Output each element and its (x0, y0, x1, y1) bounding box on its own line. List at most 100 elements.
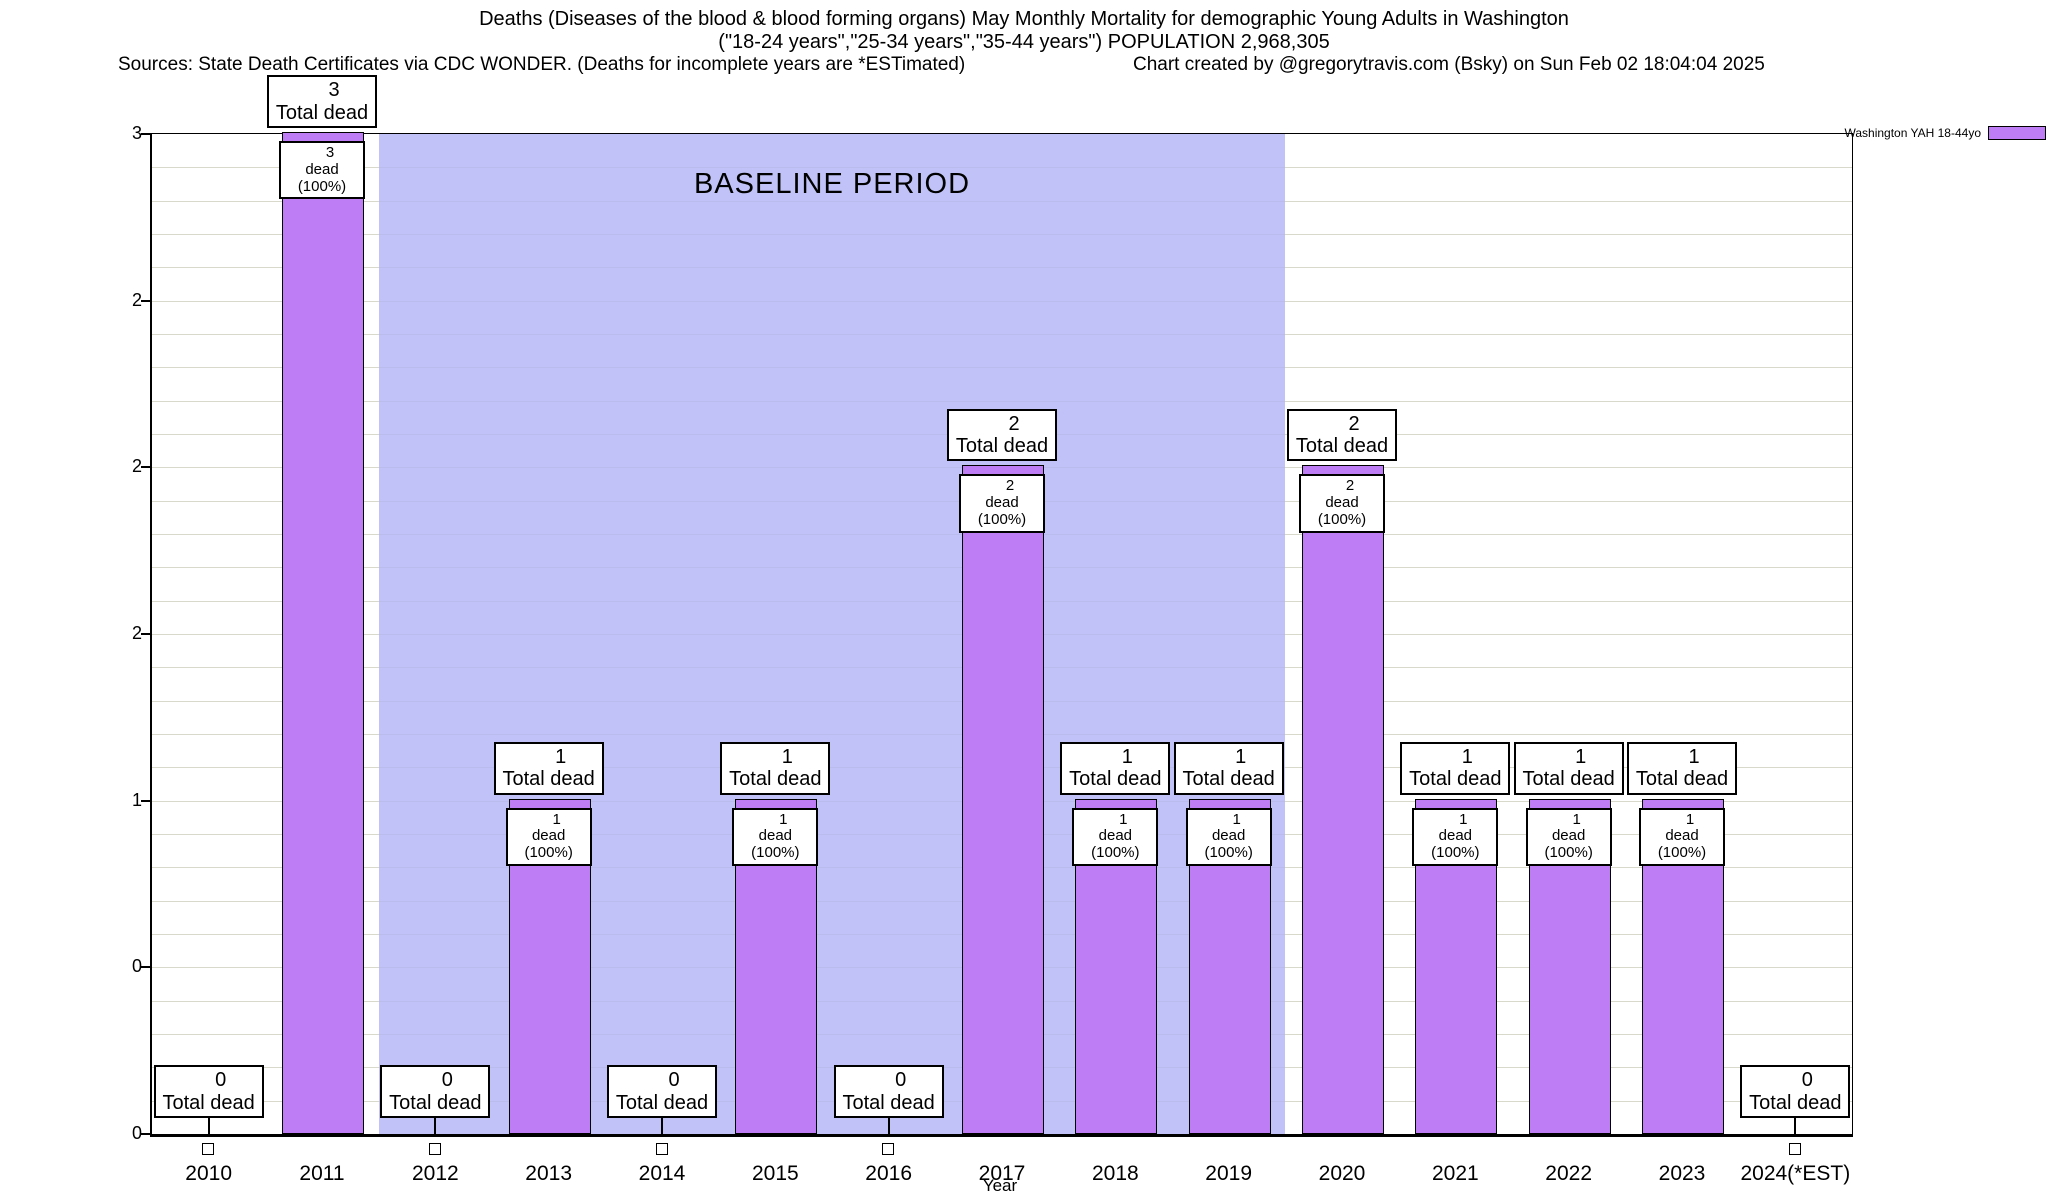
bar-total-text: Total dead (275, 101, 369, 124)
x-tick-label: 2010 (185, 1162, 233, 1185)
bar (1302, 465, 1384, 1134)
bar (962, 465, 1044, 1134)
zero-marker-square-icon (428, 1143, 441, 1155)
x-tick-label: 2020 (1318, 1162, 1366, 1185)
bar-total-text: Total dead (1069, 768, 1162, 791)
bar-total-label: 3 Total dead (267, 75, 377, 128)
bar-total-label: 0 Total dead (380, 1065, 491, 1118)
bar-total-value: 1 (1121, 745, 1133, 768)
legend-swatch (1988, 126, 2046, 140)
y-tick-mark (141, 299, 150, 302)
x-tick-label: 2023 (1658, 1162, 1706, 1185)
bar-total-value: 1 (555, 745, 567, 768)
bar-total-label: 1 Total dead (720, 741, 831, 795)
bar-total-label: 0 Total dead (833, 1065, 944, 1118)
bar-total-text: Total dead (1635, 768, 1729, 791)
zero-marker-square-icon (882, 1143, 895, 1155)
bar-inner-value: 2 (1005, 477, 1015, 495)
bar-total-label: 1 Total dead (1513, 741, 1624, 795)
bar-total-text: Total dead (1749, 1091, 1842, 1114)
bar-inner-value: 1 (1119, 810, 1128, 828)
zero-marker-square-icon (655, 1143, 668, 1155)
y-tick-label: 2 (131, 623, 142, 643)
bar-inner-value: 1 (779, 810, 788, 828)
y-tick-label: 3 (131, 123, 142, 143)
bar-inner-value: 1 (1685, 810, 1695, 828)
bar-inner-value: 1 (1232, 810, 1241, 828)
bar-inner-label: 2 dead (100%) (1299, 474, 1385, 533)
bar-inner-label: 1 dead (100%) (1412, 807, 1499, 867)
bar-total-label: 1 Total dead (1627, 741, 1737, 795)
bar-total-value: 2 (1348, 412, 1360, 435)
zero-label-stub (207, 1118, 210, 1134)
bar-total-label: 0 Total dead (153, 1065, 264, 1118)
bar-inner-text: dead (100%) (1431, 827, 1480, 862)
y-tick-label: 0 (131, 956, 142, 977)
x-tick-label: 2015 (751, 1162, 799, 1185)
y-tick-label: 2 (131, 289, 142, 310)
bar-total-text: Total dead (1522, 768, 1615, 791)
bar-total-label: 1 Total dead (1173, 741, 1284, 795)
zero-label-stub (1794, 1118, 1797, 1134)
bar-inner-label: 1 dead (100%) (732, 807, 819, 867)
x-tick-label: 2013 (525, 1162, 573, 1185)
bar-total-text: Total dead (502, 768, 595, 791)
baseline-period-label: BASELINE PERIOD (693, 168, 971, 200)
bar-total-label: 2 Total dead (1287, 408, 1397, 462)
bar-total-value: 0 (215, 1069, 227, 1092)
bar-inner-text: dead (100%) (524, 827, 573, 862)
bar-total-value: 0 (895, 1069, 907, 1092)
bar-inner-value: 2 (1345, 477, 1355, 495)
bar-total-value: 1 (1461, 745, 1473, 768)
x-tick-label: 2017 (978, 1162, 1026, 1185)
bar-total-value: 0 (1801, 1069, 1813, 1092)
credit-note: Chart created by @gregorytravis.com (Bsk… (1133, 54, 1765, 75)
bar-total-text: Total dead (842, 1091, 935, 1114)
bar-inner-text: dead (100%) (1317, 494, 1367, 528)
x-tick-label: 2016 (865, 1162, 913, 1185)
x-tick-label: 2011 (299, 1162, 345, 1185)
bar-total-value: 1 (1235, 745, 1247, 768)
bar-total-text: Total dead (1409, 768, 1502, 791)
bar-inner-text: dead (100%) (1657, 827, 1707, 862)
bar-total-text: Total dead (389, 1091, 482, 1114)
legend-label: Washington YAH 18-44yo (1844, 126, 1981, 140)
bar-inner-text: dead (100%) (1204, 827, 1253, 862)
y-tick-label: 0 (131, 1123, 142, 1143)
bar-total-text: Total dead (1182, 768, 1275, 791)
y-tick-mark (141, 133, 150, 135)
bar-total-text: Total dead (615, 1091, 709, 1114)
bar-total-value: 0 (668, 1069, 680, 1092)
bar-inner-label: 1 dead (100%) (1072, 807, 1159, 867)
bar-inner-value: 3 (325, 144, 335, 161)
bar-inner-value: 1 (552, 810, 561, 828)
bar-total-label: 1 Total dead (493, 741, 604, 795)
x-tick-label: 2019 (1205, 1162, 1253, 1185)
zero-label-stub (434, 1118, 437, 1134)
bar-total-label: 2 Total dead (947, 408, 1057, 462)
bar-total-label: 0 Total dead (607, 1065, 717, 1118)
zero-marker-square-icon (202, 1143, 215, 1155)
bar-inner-label: 1 dead (100%) (1525, 807, 1612, 867)
y-tick-label: 1 (131, 789, 142, 810)
bar-total-label: 0 Total dead (1740, 1065, 1851, 1118)
bar-total-label: 1 Total dead (1400, 741, 1511, 795)
bar-total-text: Total dead (955, 434, 1049, 457)
x-tick-label: 2012 (411, 1162, 459, 1185)
chart-subtitle: ("18-24 years","25-34 years","35-44 year… (718, 31, 1330, 53)
x-tick-label: 2022 (1545, 1162, 1593, 1185)
zero-label-stub (887, 1118, 890, 1134)
bar-inner-value: 1 (1572, 810, 1581, 828)
bar-inner-text: dead (100%) (751, 827, 800, 862)
bar-inner-text: dead (100%) (977, 494, 1027, 528)
sources-note: Sources: State Death Certificates via CD… (118, 54, 966, 75)
bar-inner-text: dead (100%) (297, 160, 347, 195)
y-tick-mark (141, 466, 150, 469)
x-tick-label: 2018 (1091, 1162, 1139, 1185)
chart-title: Deaths (Diseases of the blood & blood fo… (479, 8, 1569, 30)
bar-total-value: 1 (1575, 745, 1587, 768)
bar-total-text: Total dead (1295, 434, 1389, 457)
x-tick-label: 2021 (1431, 1162, 1479, 1185)
bar-total-value: 2 (1008, 412, 1020, 435)
